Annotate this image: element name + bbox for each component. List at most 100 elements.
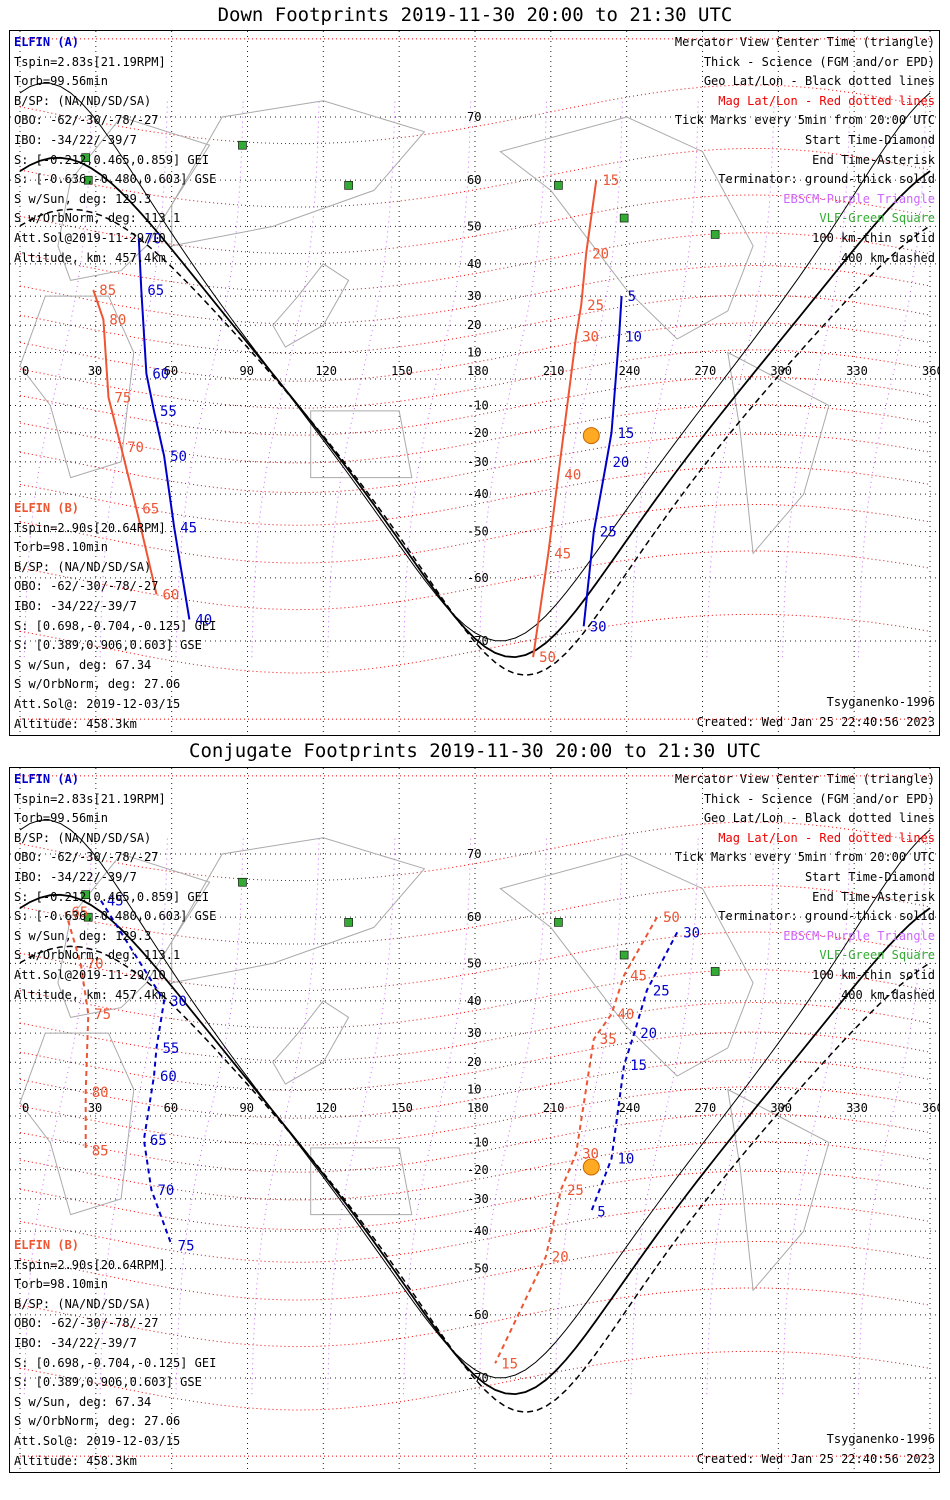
down-footprints-map: 0 30 60 90 120 150 180 210 240 270 300 330 360 70 60 50… (9, 30, 940, 736)
mag-meridian (99, 837, 168, 1395)
field-model-label: Tsyganenko-1996 (826, 1432, 935, 1446)
elfin-b-info-line: Att.Sol@: 2019-12-03/15 (14, 696, 181, 711)
orbit-time-label: 10 (618, 1152, 635, 1168)
orbit-time-label: 30 (683, 925, 700, 941)
map-legend: Mercator View Center Time (triangle) Thic… (675, 33, 935, 268)
lon-tick-label: 60 (164, 364, 178, 378)
elfin-a-info: ELFIN (A) Tspin=2.83s[21.19RPM] Torb=99.56… (14, 33, 216, 268)
terminator-ground (19, 156, 931, 659)
orbit-time-label: 15 (630, 1058, 647, 1074)
legend-entry: Mag Lat/Lon - Red dotted lines (718, 830, 935, 845)
orbit-time-label: 30 (170, 994, 187, 1010)
lat-tick-label: -60 (467, 1308, 489, 1322)
elfin-b-info-line: Altitude: 458.3km (14, 1453, 137, 1468)
orbit-time-label: 5 (628, 289, 636, 305)
elfin-a-info-line: S: [-0.212,0.465,0.859] GEI (14, 889, 210, 904)
terminator-400km (19, 945, 931, 1413)
elfin-a-info-line: S: [-0.636,-0.480,0.603] GSE (14, 172, 217, 187)
orbit-time-label: 75 (94, 1007, 111, 1023)
elfin-b-track-2 (532, 180, 598, 658)
orbit-time-label: 70 (145, 231, 162, 247)
mag-meridian (251, 100, 320, 658)
legend-entry: Geo Lat/Lon - Black dotted lines (703, 811, 935, 826)
terminator-100km (19, 82, 931, 642)
vlf-station-marker (344, 181, 353, 190)
vlf-station-marker (81, 890, 91, 899)
mag-meridian (175, 100, 244, 658)
coastline (19, 1032, 135, 1216)
terminator-100km (19, 819, 931, 1379)
lon-tick-label: 0 (22, 1101, 29, 1115)
elfin-a-heading: ELFIN (A) (14, 35, 80, 49)
lat-tick-label: -10 (467, 398, 489, 412)
orbit-time-label: 45 (107, 894, 124, 910)
legend-entry: 400 km-dashed (841, 250, 935, 265)
mag-meridian (478, 100, 548, 658)
lat-tick-label: -60 (467, 571, 489, 585)
mag-meridian (478, 837, 548, 1395)
mag-meridian (99, 100, 168, 658)
orbit-time-label: 40 (195, 612, 212, 628)
elfin-b-info-line: OBO: -62/-30/-78/-27 (14, 579, 159, 594)
coastline (499, 116, 754, 340)
lat-tick-label: 40 (467, 994, 481, 1008)
elfin-b-heading: ELFIN (B) (14, 501, 80, 515)
lat-tick-label: -70 (467, 1371, 489, 1385)
mag-lat-line (19, 1241, 931, 1301)
mag-meridian (857, 100, 927, 658)
lat-tick-label: 70 (467, 847, 481, 861)
mag-meridian (630, 837, 699, 1395)
legend-entry: Geo Lat/Lon - Black dotted lines (703, 74, 935, 89)
mag-lat-line (19, 550, 931, 611)
orbit-time-label: 5 (597, 1204, 605, 1220)
mag-meridian (251, 837, 320, 1395)
orbit-time-label: 45 (630, 968, 647, 984)
created-timestamp: Created: Wed Jan 25 22:40:56 2023 (696, 1452, 935, 1466)
orbit-time-label: 70 (127, 440, 144, 456)
orbit-time-label: 15 (501, 1356, 518, 1372)
lon-tick-label: 30 (88, 364, 102, 378)
vlf-station-marker (710, 230, 720, 239)
coastline (727, 351, 830, 555)
legend-entry: 100 km-thin solid (812, 967, 935, 982)
mag-meridian (327, 100, 396, 658)
mag-meridian (630, 100, 699, 658)
lon-tick-label: 150 (391, 1101, 413, 1115)
lat-tick-label: 40 (467, 257, 481, 271)
orbit-time-label: 25 (587, 298, 604, 314)
lat-tick-label: 50 (467, 956, 481, 970)
orbit-time-label: 80 (92, 1085, 109, 1101)
elfin-b-info-line: Att.Sol@: 2019-12-03/15 (14, 1433, 181, 1448)
coastline (171, 837, 426, 984)
lon-tick-label: 270 (695, 1101, 717, 1115)
orbit-time-label: 25 (600, 525, 617, 541)
lon-tick-label: 0 (22, 364, 29, 378)
lon-tick-label: 330 (846, 364, 868, 378)
elfin-b-info: ELFIN (B) Tspin=2.90s[20.64RPM] Torb=98.10… (14, 1236, 216, 1471)
elfin-a-info-line: S w/Sun, deg: 129.3 (14, 191, 152, 206)
legend-entry: Mercator View Center Time (triangle) (674, 772, 935, 786)
lat-tick-label: -10 (467, 1135, 489, 1149)
lat-tick-label: 10 (467, 1083, 481, 1097)
mag-meridian (23, 100, 93, 658)
orbit-time-label: 65 (150, 1133, 167, 1149)
lat-tick-label: 20 (467, 318, 481, 332)
elfin-a-info-line: B/SP: (NA/ND/SD/SA) (14, 830, 152, 845)
lat-tick-label: 50 (467, 219, 481, 233)
orbit-time-label: 30 (582, 1146, 599, 1162)
legend-entry: VLF-Green Square (819, 948, 935, 963)
elfin-b-info-line: S: [0.389,0.906,0.603] GSE (14, 1375, 202, 1390)
lon-tick-label: 90 (240, 1101, 254, 1115)
elfin-a-info-line: OBO: -62/-30/-78/-27 (14, 850, 159, 865)
orbit-time-label: 45 (180, 521, 197, 537)
elfin-b-info-line: S w/Sun, deg: 67.34 (14, 1394, 152, 1409)
mag-meridian (782, 100, 851, 658)
map-canvas: 0 30 60 90 120 150 180 210 240 270 300 330 360 70 60 50… (10, 31, 939, 735)
elfin-b-conj-track (64, 911, 90, 1151)
elfin-b-info-line: B/SP: (NA/ND/SD/SA) (14, 1296, 152, 1311)
lon-tick-label: 270 (695, 364, 717, 378)
orbit-time-label: 75 (178, 1238, 195, 1254)
elfin-a-info-line: Altitude, km: 457.4km (14, 250, 166, 265)
mag-meridian (175, 837, 244, 1395)
elfin-a-info-line: Tspin=2.83s[21.19RPM] (14, 54, 166, 69)
